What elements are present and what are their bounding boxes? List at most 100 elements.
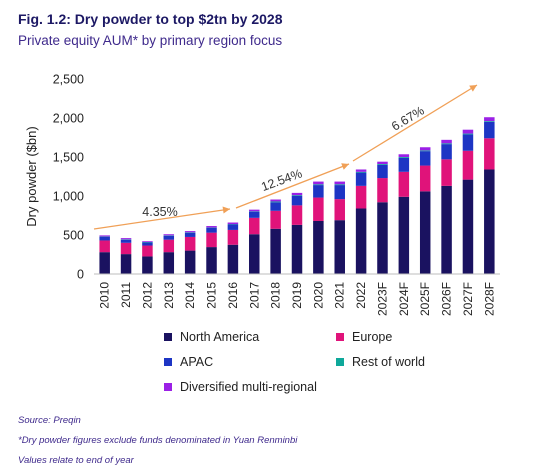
- bar-segment: [249, 209, 260, 212]
- bar-segment: [441, 185, 452, 274]
- bar-segment: [184, 231, 196, 233]
- bar-segment: [249, 234, 260, 274]
- trend-arrowhead: [222, 206, 230, 214]
- bar-segment: [270, 199, 281, 202]
- bar-segment: [419, 165, 431, 192]
- bar-segment: [484, 121, 495, 122]
- bar-segment: [313, 220, 324, 274]
- bar-segment: [291, 205, 303, 225]
- x-tick-label: 2025F: [418, 282, 432, 316]
- bar-segment: [398, 196, 410, 274]
- x-tick-label: 2013: [162, 282, 176, 309]
- bar-segment: [462, 133, 474, 135]
- bar-segment: [377, 161, 388, 165]
- bar-segment: [142, 245, 153, 257]
- trend-arrowhead: [469, 85, 477, 92]
- bar-segment: [249, 211, 260, 218]
- x-tick-label: 2011: [119, 282, 133, 308]
- x-tick-label: 2010: [98, 282, 112, 309]
- bar-segment: [377, 164, 388, 165]
- bar-segment: [398, 157, 410, 172]
- y-tick-label: 1,500: [53, 151, 84, 165]
- cagr-annotation: 4.35%: [142, 205, 177, 219]
- bar-segment: [441, 159, 452, 186]
- bar-segment: [206, 247, 217, 274]
- bar-segment: [355, 208, 367, 274]
- bar-segment: [270, 202, 281, 211]
- bar-segment: [206, 227, 217, 233]
- stacked-bar-chart: Dry powder ($bn) 0 500 1,000 1,500 2,000 2,500…: [24, 73, 500, 316]
- bar-segment: [291, 196, 303, 206]
- bar-segment: [355, 172, 367, 186]
- x-tick-label: 2019: [290, 282, 304, 309]
- bar-segment: [334, 185, 345, 200]
- bar-segment: [120, 242, 132, 255]
- bar-segment: [227, 224, 239, 230]
- bar-segment: [163, 234, 175, 236]
- bar-segment: [355, 171, 367, 173]
- bar-segment: [120, 239, 132, 243]
- y-tick-label: 500: [63, 229, 84, 243]
- bar-segment: [270, 210, 281, 229]
- bar-segment: [142, 241, 153, 243]
- bar-segment: [419, 147, 431, 151]
- bar-segment: [419, 150, 431, 152]
- bar-segment: [184, 232, 196, 237]
- x-tick-label: 2021: [333, 282, 347, 309]
- bar-segment: [99, 235, 110, 237]
- bar-segment: [462, 129, 474, 134]
- bar-segment: [377, 202, 388, 274]
- trend-line: [93, 208, 231, 230]
- bar-segment: [462, 150, 474, 180]
- x-tick-label: 2015: [205, 282, 219, 309]
- x-tick-label: 2022: [354, 282, 368, 309]
- bar-segment: [441, 139, 452, 144]
- bar-segment: [484, 121, 495, 139]
- bar-segment: [398, 157, 410, 158]
- bar-segment: [484, 169, 495, 274]
- bar-segment: [270, 201, 281, 203]
- trend-line: [352, 84, 478, 162]
- x-tick-label: 2023F: [375, 282, 389, 316]
- x-tick-label: 2012: [140, 282, 154, 309]
- trend-arrowhead: [341, 163, 349, 170]
- cagr-annotation: 6.67%: [389, 103, 427, 133]
- bar-segment: [334, 184, 345, 186]
- y-axis-label: Dry powder ($bn): [24, 126, 39, 226]
- x-tick-label: 2016: [226, 282, 240, 309]
- bar-segment: [313, 197, 324, 221]
- chart-title: Fig. 1.2: Dry powder to top $2tn by 2028: [18, 11, 283, 27]
- bar-segment: [377, 164, 388, 179]
- bar-segment: [227, 229, 239, 245]
- bar-segment: [355, 169, 367, 172]
- x-tick-label: 2024F: [397, 282, 411, 316]
- bar-segment: [206, 226, 217, 228]
- bar-segment: [184, 250, 196, 274]
- x-tick-label: 2020: [311, 282, 325, 309]
- bar-segment: [120, 254, 132, 274]
- bar-segment: [206, 232, 217, 248]
- x-tick-label: 2027F: [461, 282, 475, 316]
- bar-segment: [419, 151, 431, 166]
- bar-segment: [163, 252, 175, 274]
- x-tick-label: 2018: [269, 282, 283, 309]
- x-tick-label: 2028F: [482, 282, 496, 316]
- bar-segment: [227, 222, 239, 225]
- bar-segment: [334, 199, 345, 221]
- bar-segment: [462, 179, 474, 274]
- bar-segment: [484, 117, 495, 122]
- bar-segment: [184, 236, 196, 251]
- y-tick-label: 2,500: [53, 73, 84, 87]
- bar-segment: [313, 181, 324, 185]
- bar-segment: [291, 224, 303, 274]
- bar-segment: [249, 217, 260, 235]
- bar-segment: [227, 244, 239, 274]
- bar-segment: [142, 256, 153, 274]
- bar-segment: [462, 134, 474, 151]
- footnote: *Dry powder figures exclude funds denomi…: [18, 435, 298, 446]
- bar-segment: [313, 184, 324, 186]
- bar-segment: [142, 242, 153, 246]
- bar-segment: [334, 181, 345, 185]
- x-tick-label: 2014: [183, 282, 197, 309]
- bar-segment: [398, 154, 410, 157]
